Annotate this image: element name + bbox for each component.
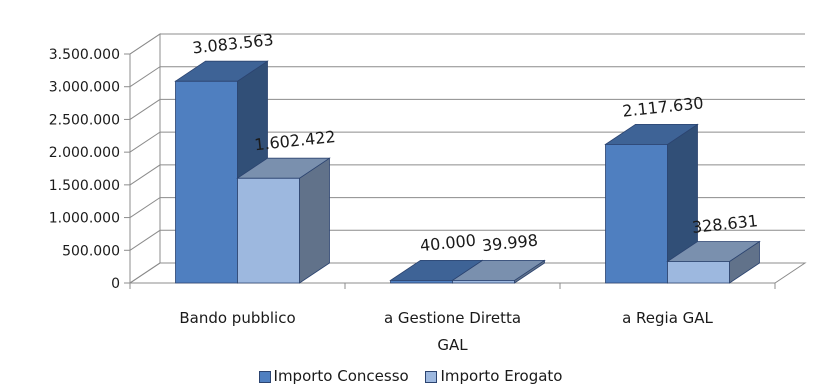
gridline xyxy=(129,229,805,251)
y-tick-label: 3.500.000 xyxy=(49,47,120,63)
legend-label-concesso: Importo Concesso xyxy=(273,367,409,385)
bar-front xyxy=(605,143,668,284)
x-tick-label: a Regia GAL xyxy=(622,309,713,327)
y-tick-label: 500.000 xyxy=(62,243,120,259)
bar xyxy=(666,240,761,284)
gridline xyxy=(129,197,805,219)
bar xyxy=(236,157,331,284)
y-tick-label: 2.000.000 xyxy=(49,145,120,161)
x-tick-label: GAL xyxy=(437,336,468,354)
bar xyxy=(451,259,546,284)
data-label: 2.117.630 xyxy=(621,93,704,120)
side-wall xyxy=(129,33,161,284)
y-tick-label: 1.000.000 xyxy=(49,211,120,227)
gridline xyxy=(129,262,805,284)
legend-item-concesso: Importo Concesso xyxy=(258,367,409,385)
gridline xyxy=(129,164,805,186)
bar-front xyxy=(175,80,238,284)
y-tick-label: 0 xyxy=(111,276,120,292)
bar xyxy=(604,123,699,284)
bar-top xyxy=(666,241,761,262)
x-axis: Bando pubblico a Gestione Diretta GAL a Reg… xyxy=(129,282,776,354)
data-label: 40.000 xyxy=(419,231,477,256)
bar-side xyxy=(299,157,330,284)
y-tick-label: 2.500.000 xyxy=(49,112,120,128)
bar-top xyxy=(236,157,331,179)
bar-top xyxy=(451,259,546,281)
bar-top xyxy=(604,124,699,145)
data-label: 328.631 xyxy=(691,211,759,237)
gridline xyxy=(129,131,805,153)
x-tick-label: Bando pubblico xyxy=(179,309,295,327)
gridline xyxy=(129,98,805,120)
legend-item-erogato: Importo Erogato xyxy=(425,367,562,385)
bar-front xyxy=(237,177,300,284)
legend-swatch-concesso xyxy=(258,370,271,383)
data-label: 39.998 xyxy=(481,231,539,256)
bar-top xyxy=(174,60,269,82)
legend: Importo Concesso Importo Erogato xyxy=(0,367,821,385)
gridlines xyxy=(129,33,805,284)
gridline xyxy=(129,66,805,88)
y-axis: 0 500.000 1.000.000 1.500.000 2.000.000 2.500… xyxy=(49,47,131,292)
y-tick-label: 1.500.000 xyxy=(49,178,120,194)
bar-front xyxy=(667,261,730,284)
gridline xyxy=(129,33,805,55)
y-tick-label: 3.000.000 xyxy=(49,80,120,96)
legend-swatch-erogato xyxy=(425,370,438,383)
bars xyxy=(174,60,761,284)
x-tick-label: a Gestione Diretta xyxy=(384,309,521,327)
legend-label-erogato: Importo Erogato xyxy=(440,367,563,385)
